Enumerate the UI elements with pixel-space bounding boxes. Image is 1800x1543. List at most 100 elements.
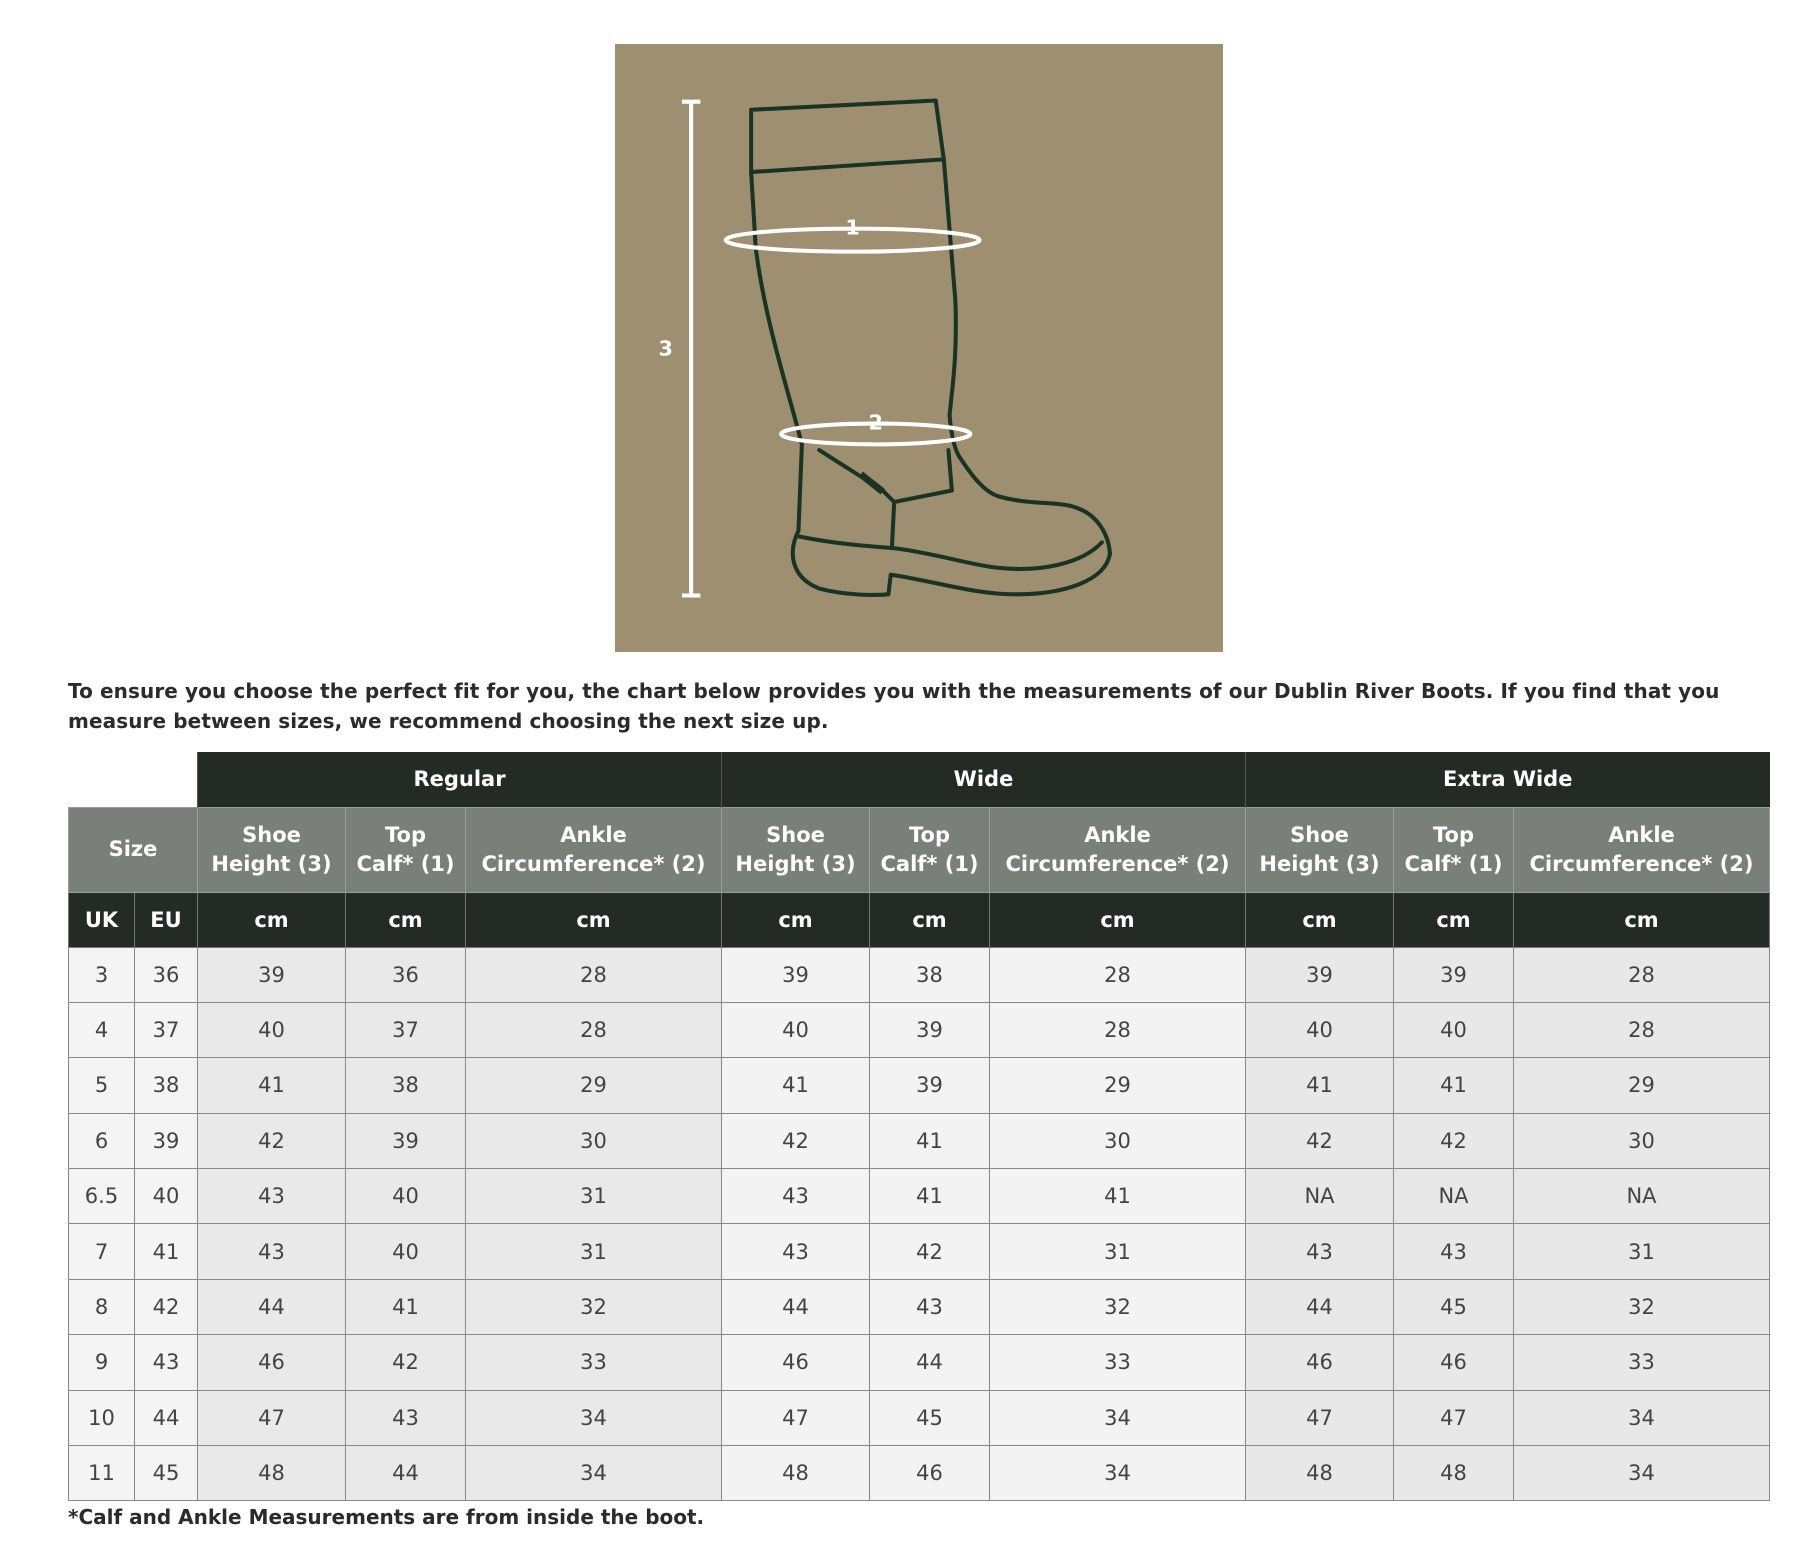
group-header-row: Regular Wide Extra Wide (68, 752, 1770, 807)
table-cell: 43 (869, 1278, 990, 1336)
table-cell: 34 (989, 1445, 1246, 1502)
table-cell: 41 (721, 1057, 870, 1114)
table-cell: 41 (869, 1112, 990, 1170)
boot-welt-line (797, 534, 1104, 571)
table-cell: 43 (345, 1389, 466, 1447)
table-cell: 46 (1245, 1334, 1394, 1391)
table-row: 9 43 46 42 33 46 44 33 46 46 33 (68, 1334, 1770, 1391)
unit-header: cm (1245, 891, 1394, 948)
table-cell: 40 (1393, 1001, 1514, 1059)
table-cell: 44 (721, 1278, 870, 1336)
measure-header: Top Calf* (1) (869, 806, 990, 893)
measure-header-line: Top (909, 822, 950, 847)
table-cell: 30 (989, 1112, 1246, 1170)
table-cell: 6.5 (68, 1168, 135, 1225)
boot-top-band (749, 98, 946, 175)
table-cell: 28 (1513, 946, 1770, 1003)
table-cell: 42 (1245, 1112, 1394, 1170)
measure-header-line: Circumference* (2) (481, 851, 706, 876)
table-row: 11 45 48 44 34 48 46 34 48 48 34 (68, 1445, 1770, 1502)
table-cell: 41 (197, 1057, 346, 1114)
measure-header-line: Calf* (1) (880, 851, 979, 876)
table-cell: 39 (721, 946, 870, 1003)
table-cell: 31 (465, 1223, 722, 1280)
measure-header-line: Calf* (1) (356, 851, 455, 876)
table-row: 5 38 41 38 29 41 39 29 41 41 29 (68, 1057, 1770, 1114)
group-regular: Regular (197, 752, 722, 807)
measure-header: Ankle Circumference* (2) (465, 806, 722, 893)
measure-header-line: Top (1433, 822, 1474, 847)
table-cell: 37 (134, 1001, 198, 1059)
measure-header: Shoe Height (3) (721, 806, 870, 893)
table-cell: 39 (1393, 946, 1514, 1003)
table-cell: 39 (1245, 946, 1394, 1003)
table-cell: 41 (1245, 1057, 1394, 1114)
table-cell: 39 (345, 1112, 466, 1170)
table-cell: 44 (1245, 1278, 1394, 1336)
table-cell: 40 (721, 1001, 870, 1059)
table-cell: 28 (989, 946, 1246, 1003)
table-cell: 4 (68, 1001, 135, 1059)
table-row: 10 44 47 43 34 47 45 34 47 47 34 (68, 1389, 1770, 1447)
unit-header: cm (721, 891, 870, 948)
unit-header-row: UK EU cm cm cm cm cm cm cm cm cm (68, 891, 1770, 948)
table-cell: 45 (1393, 1278, 1514, 1336)
table-cell: 47 (1245, 1389, 1394, 1447)
table-cell: 10 (68, 1389, 135, 1447)
table-cell: 34 (465, 1445, 722, 1502)
table-cell: 9 (68, 1334, 135, 1391)
table-cell: 40 (345, 1223, 466, 1280)
table-cell: 42 (197, 1112, 346, 1170)
table-cell: 47 (1393, 1389, 1514, 1447)
measure-header-line: Top (385, 822, 426, 847)
table-cell: 41 (134, 1223, 198, 1280)
boot-shaft-right (941, 157, 1112, 556)
table-cell: 29 (1513, 1057, 1770, 1114)
table-cell: 48 (197, 1445, 346, 1502)
table-cell: 43 (197, 1223, 346, 1280)
table-cell: 41 (345, 1278, 466, 1336)
table-cell: NA (1245, 1168, 1394, 1225)
group-wide: Wide (721, 752, 1246, 807)
measure-header-line: Calf* (1) (1404, 851, 1503, 876)
table-cell: 38 (134, 1057, 198, 1114)
table-cell: 46 (869, 1445, 990, 1502)
table-row: 3 36 39 36 28 39 38 28 39 39 28 (68, 946, 1770, 1003)
table-cell: 42 (1393, 1112, 1514, 1170)
footnote: *Calf and Ankle Measurements are from in… (68, 1505, 705, 1529)
measure-header-line: Ankle (1608, 822, 1675, 847)
table-cell: 42 (869, 1223, 990, 1280)
unit-header: cm (465, 891, 722, 948)
table-cell: 47 (721, 1389, 870, 1447)
label-1: 1 (845, 215, 859, 239)
table-cell: 31 (989, 1223, 1246, 1280)
measure-header: Top Calf* (1) (1393, 806, 1514, 893)
measure-header: Ankle Circumference* (2) (989, 806, 1246, 893)
measure-header: Shoe Height (3) (1245, 806, 1394, 893)
table-cell: 39 (869, 1057, 990, 1114)
table-cell: 44 (197, 1278, 346, 1336)
blank-corner (68, 752, 198, 807)
intro-text: To ensure you choose the perfect fit for… (68, 679, 1720, 733)
table-cell: 33 (989, 1334, 1246, 1391)
measure-header-row: Size Shoe Height (3) Top Calf* (1) Ankle Circ… (68, 806, 1770, 893)
table-cell: 28 (1513, 1001, 1770, 1059)
table-cell: 34 (1513, 1445, 1770, 1502)
table-cell: 37 (345, 1001, 466, 1059)
label-3: 3 (659, 336, 673, 360)
table-cell: 36 (345, 946, 466, 1003)
measure-header-line: Height (3) (735, 851, 856, 876)
table-cell: 28 (989, 1001, 1246, 1059)
measure-header: Ankle Circumference* (2) (1513, 806, 1770, 893)
top-calf-measure-ring (723, 226, 982, 254)
table-cell: 42 (721, 1112, 870, 1170)
table-row: 6.5 40 43 40 31 43 41 41 NA NA NA (68, 1168, 1770, 1225)
table-cell: 46 (721, 1334, 870, 1391)
table-cell: 28 (465, 946, 722, 1003)
table-cell: 45 (869, 1389, 990, 1447)
table-cell: 34 (989, 1389, 1246, 1447)
table-cell: 33 (1513, 1334, 1770, 1391)
table-row: 8 42 44 41 32 44 43 32 44 45 32 (68, 1278, 1770, 1336)
table-cell: 29 (989, 1057, 1246, 1114)
table-cell: 43 (1393, 1223, 1514, 1280)
